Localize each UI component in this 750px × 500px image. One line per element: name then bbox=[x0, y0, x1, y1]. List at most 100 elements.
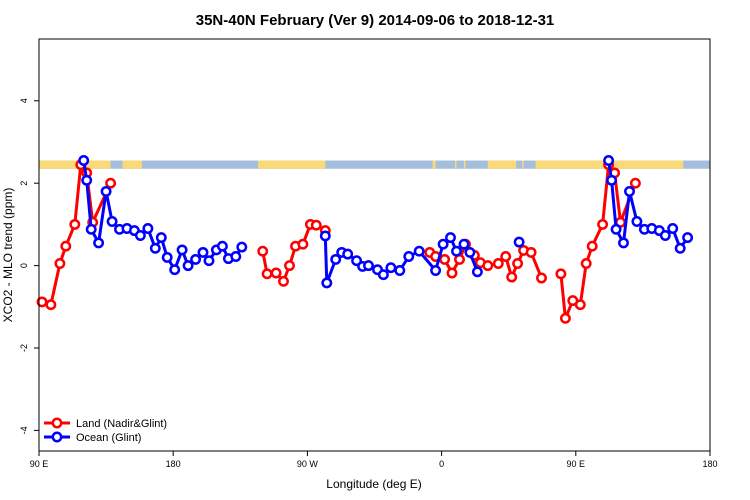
y-tick-label: -2 bbox=[19, 344, 29, 352]
data-point bbox=[342, 248, 354, 260]
data-point bbox=[60, 240, 72, 252]
data-point bbox=[93, 237, 105, 249]
data-point bbox=[377, 269, 389, 281]
data-point bbox=[105, 177, 117, 189]
band-land-segment bbox=[455, 160, 457, 169]
y-axis-title: XCO2 - MLO trend (ppm) bbox=[1, 188, 15, 323]
data-point bbox=[597, 218, 609, 230]
data-point bbox=[278, 275, 289, 287]
data-point bbox=[261, 268, 273, 280]
data-point bbox=[471, 266, 483, 278]
data-point bbox=[203, 255, 215, 267]
x-axis-title: Longitude (deg E) bbox=[326, 477, 421, 491]
data-point bbox=[230, 251, 242, 262]
data-point bbox=[284, 260, 295, 272]
data-point bbox=[659, 230, 671, 241]
data-point bbox=[525, 246, 537, 258]
x-tick-label: 180 bbox=[166, 459, 181, 469]
data-point bbox=[169, 264, 181, 276]
band-ocean bbox=[39, 160, 710, 169]
data-point bbox=[574, 299, 586, 311]
data-point bbox=[512, 258, 524, 269]
data-point bbox=[394, 265, 406, 276]
data-point bbox=[629, 177, 641, 189]
data-point bbox=[445, 232, 456, 244]
data-point bbox=[182, 260, 194, 272]
data-point bbox=[492, 258, 504, 269]
band-land-segment bbox=[487, 160, 517, 169]
band-land-segment bbox=[80, 160, 111, 169]
data-point bbox=[297, 238, 309, 250]
data-point bbox=[610, 223, 622, 235]
data-point bbox=[100, 185, 112, 197]
data-point bbox=[155, 232, 167, 244]
data-point bbox=[321, 277, 333, 289]
x-tick-label: 90 W bbox=[297, 459, 319, 469]
data-point bbox=[134, 230, 146, 241]
legend-land-marker bbox=[51, 417, 63, 429]
data-point bbox=[142, 223, 154, 234]
data-point bbox=[674, 242, 686, 254]
data-point bbox=[451, 245, 462, 257]
data-point bbox=[555, 268, 567, 280]
data-point bbox=[236, 241, 248, 253]
data-point bbox=[618, 237, 629, 249]
data-point bbox=[603, 155, 615, 166]
x-axis: 90 E 180 90 W 0 90 E 180 bbox=[30, 451, 718, 469]
x-tick-label: 180 bbox=[702, 459, 717, 469]
data-point bbox=[69, 218, 81, 230]
data-point bbox=[319, 230, 331, 242]
data-point bbox=[85, 223, 97, 235]
data-point bbox=[586, 240, 598, 252]
data-point bbox=[403, 251, 415, 262]
data-point bbox=[482, 260, 494, 272]
band-land-segment bbox=[39, 160, 78, 169]
data-point bbox=[606, 174, 618, 186]
series-land bbox=[36, 159, 641, 324]
data-point bbox=[500, 251, 512, 262]
band-land-segment bbox=[432, 160, 436, 169]
data-point bbox=[216, 240, 228, 252]
chart-title: 35N-40N February (Ver 9) 2014-09-06 to 2… bbox=[196, 12, 555, 29]
data-point bbox=[446, 267, 458, 279]
data-point bbox=[45, 299, 57, 311]
data-point bbox=[330, 253, 342, 265]
data-point bbox=[36, 296, 48, 308]
data-point bbox=[439, 253, 451, 265]
data-point bbox=[682, 232, 694, 244]
data-point bbox=[458, 238, 470, 250]
data-point bbox=[536, 272, 547, 284]
data-point bbox=[270, 267, 282, 279]
data-point bbox=[81, 174, 93, 186]
x-tick-label: 90 E bbox=[30, 459, 49, 469]
data-point bbox=[559, 312, 571, 324]
data-point bbox=[580, 258, 592, 269]
data-point bbox=[190, 253, 202, 265]
band-land-segment bbox=[463, 160, 466, 169]
data-point bbox=[106, 216, 118, 227]
band-land-segment bbox=[122, 160, 142, 169]
series-line bbox=[607, 160, 689, 250]
plot-frame bbox=[38, 38, 711, 452]
x-tick-label: 90 E bbox=[567, 459, 586, 469]
data-point bbox=[363, 260, 374, 272]
legend-land-label: Land (Nadir&Glint) bbox=[76, 418, 167, 430]
legend-ocean-label: Ocean (Glint) bbox=[76, 432, 141, 444]
data-point bbox=[667, 223, 679, 234]
data-point bbox=[385, 262, 397, 274]
series-layer bbox=[36, 155, 694, 324]
y-tick-label: -4 bbox=[19, 426, 29, 434]
band-land-segment bbox=[258, 160, 326, 169]
data-point bbox=[197, 246, 209, 258]
data-point bbox=[149, 242, 161, 254]
data-point bbox=[464, 246, 476, 258]
data-point bbox=[437, 238, 449, 250]
y-tick-label: 2 bbox=[19, 181, 29, 186]
data-point bbox=[54, 258, 66, 269]
data-point bbox=[513, 236, 525, 248]
data-point bbox=[78, 155, 90, 166]
data-point bbox=[161, 251, 173, 263]
y-tick-label: 0 bbox=[19, 263, 29, 268]
